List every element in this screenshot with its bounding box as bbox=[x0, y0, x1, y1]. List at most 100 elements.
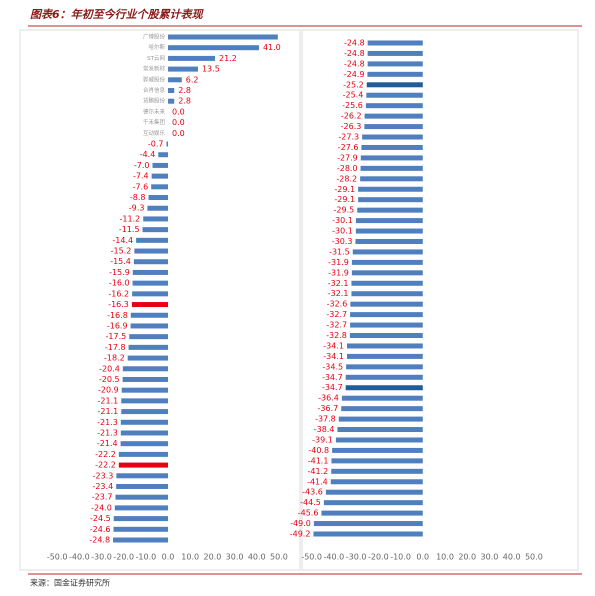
category-label: 哈尔斯 bbox=[149, 43, 166, 51]
bar bbox=[121, 409, 169, 415]
bar bbox=[351, 280, 423, 286]
bar bbox=[338, 416, 423, 422]
bar bbox=[118, 462, 169, 468]
value-label: -27.9 bbox=[337, 153, 358, 162]
category-label: 互动娱乐 bbox=[143, 129, 166, 137]
value-label: -27.3 bbox=[338, 133, 359, 142]
x-tick-label: -20.0 bbox=[368, 553, 389, 562]
x-tick-label: 30.0 bbox=[226, 553, 244, 562]
x-tick-label: -20.0 bbox=[113, 553, 134, 562]
value-label: -11.5 bbox=[119, 225, 140, 234]
value-label: -32.7 bbox=[326, 321, 347, 330]
bar bbox=[147, 205, 169, 211]
bar bbox=[113, 526, 169, 532]
value-label: 6.2 bbox=[186, 75, 199, 84]
bar bbox=[364, 113, 423, 119]
bar bbox=[132, 291, 169, 297]
value-label: -34.7 bbox=[322, 373, 343, 382]
bar bbox=[148, 195, 169, 201]
category-label: 德尔未来 bbox=[143, 107, 166, 115]
bar bbox=[350, 301, 423, 307]
value-label: -14.4 bbox=[112, 236, 133, 245]
bar bbox=[152, 162, 169, 168]
bar bbox=[352, 249, 423, 255]
bar bbox=[168, 45, 259, 51]
bar bbox=[168, 77, 182, 83]
bar bbox=[122, 366, 169, 372]
bar bbox=[346, 364, 423, 370]
bar bbox=[367, 61, 423, 67]
value-label: -25.4 bbox=[343, 91, 364, 100]
value-label: -20.4 bbox=[99, 364, 120, 373]
value-label: -7.0 bbox=[134, 161, 150, 170]
value-label: -34.1 bbox=[323, 352, 344, 361]
category-label: 常发新材 bbox=[143, 65, 166, 73]
value-label: -21.4 bbox=[97, 439, 118, 448]
value-label: -49.2 bbox=[290, 530, 311, 539]
x-tick-label: -40.0 bbox=[324, 553, 345, 562]
bar bbox=[358, 197, 423, 203]
bar bbox=[366, 82, 423, 88]
value-label: -17.5 bbox=[106, 332, 127, 341]
category-label: ST云网 bbox=[147, 55, 165, 62]
bar bbox=[132, 269, 169, 275]
panel-frame bbox=[301, 29, 579, 571]
source-note: 来源：国金证券研究所 bbox=[30, 578, 110, 588]
value-label: 0.0 bbox=[172, 118, 185, 127]
value-label: -0.7 bbox=[148, 140, 164, 149]
value-label: 0.0 bbox=[172, 107, 185, 116]
value-label: 2.8 bbox=[178, 86, 191, 95]
panel-frame bbox=[19, 29, 301, 571]
value-label: -41.4 bbox=[307, 477, 328, 486]
bar bbox=[341, 395, 423, 401]
bar bbox=[330, 479, 423, 485]
value-label: -39.1 bbox=[312, 435, 333, 444]
x-tick-label: 40.0 bbox=[503, 553, 521, 562]
bar bbox=[168, 98, 175, 104]
value-label: -7.6 bbox=[133, 182, 149, 191]
value-label: -21.3 bbox=[97, 428, 118, 437]
value-label: -34.5 bbox=[322, 362, 343, 371]
value-label: -41.2 bbox=[308, 467, 329, 476]
value-label: -15.2 bbox=[111, 247, 132, 256]
value-label: -28.0 bbox=[337, 164, 358, 173]
value-label: -16.9 bbox=[107, 321, 128, 330]
value-label: -49.0 bbox=[290, 519, 311, 528]
bar bbox=[332, 447, 423, 453]
value-label: -22.2 bbox=[95, 461, 116, 470]
value-label: -31.9 bbox=[328, 268, 349, 277]
value-label: 21.2 bbox=[219, 54, 237, 63]
value-label: -24.8 bbox=[344, 59, 365, 68]
value-label: -44.5 bbox=[300, 498, 321, 507]
x-tick-label: -50.0 bbox=[301, 553, 322, 562]
bar bbox=[355, 218, 423, 224]
value-label: -16.3 bbox=[108, 300, 129, 309]
value-label: -17.8 bbox=[105, 343, 126, 352]
value-label: -25.6 bbox=[342, 101, 363, 110]
x-tick-label: 20.0 bbox=[458, 553, 476, 562]
value-label: -34.7 bbox=[322, 383, 343, 392]
value-label: -24.8 bbox=[89, 536, 110, 545]
bar bbox=[115, 494, 169, 500]
category-label: 合肖信息 bbox=[143, 86, 166, 94]
bar bbox=[361, 144, 423, 150]
value-label: -27.6 bbox=[338, 143, 359, 152]
category-label: 千禾集团 bbox=[143, 118, 166, 126]
category-label: 骅威股份 bbox=[143, 75, 166, 83]
value-label: -24.8 bbox=[344, 49, 365, 58]
value-label: -32.6 bbox=[327, 300, 348, 309]
bar bbox=[360, 165, 423, 171]
value-label: -21.3 bbox=[97, 418, 118, 427]
bar bbox=[345, 374, 423, 380]
value-label: -24.5 bbox=[90, 514, 111, 523]
value-label: -30.3 bbox=[332, 237, 353, 246]
bar bbox=[128, 344, 169, 350]
bar bbox=[129, 334, 169, 340]
bar bbox=[136, 237, 169, 243]
bar bbox=[335, 437, 423, 443]
value-label: -41.1 bbox=[308, 456, 329, 465]
bar bbox=[168, 88, 175, 94]
bar bbox=[341, 406, 423, 412]
